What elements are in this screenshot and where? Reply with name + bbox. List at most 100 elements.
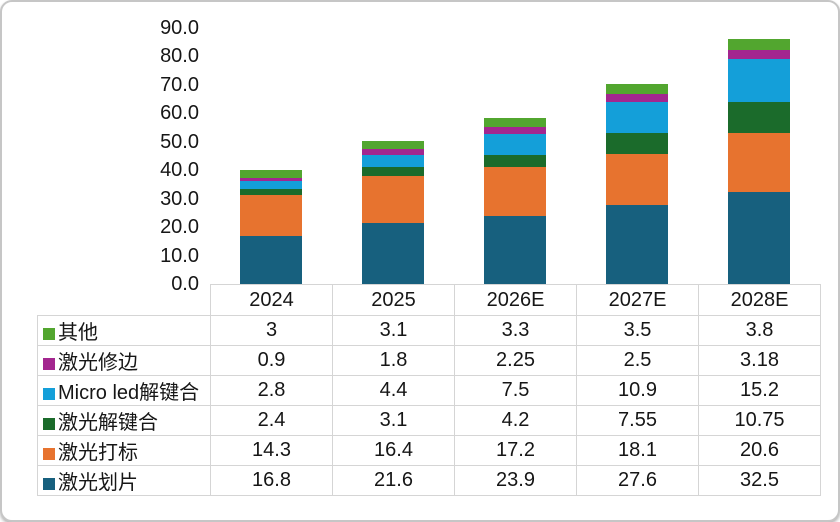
legend-cell-other: 其他 (37, 315, 211, 346)
legend-cell-laser-debonding: 激光解键合 (37, 405, 211, 436)
bar-segment-laser-trimming (362, 149, 424, 155)
value-cell: 10.75 (698, 405, 821, 436)
value-cell: 18.1 (576, 435, 699, 466)
value-cell: 3.5 (576, 315, 699, 346)
value-cell: 3.1 (332, 405, 455, 436)
bar-segment-laser-dicing (728, 191, 790, 284)
bar-segment-micro-led-debonding (606, 101, 668, 133)
bar-segment-laser-trimming (728, 50, 790, 60)
corner-cell (38, 285, 211, 316)
value-cell: 1.8 (332, 345, 455, 376)
bar-segment-laser-trimming (606, 94, 668, 102)
value-cell: 2.8 (210, 375, 333, 406)
bar-segment-laser-debonding (240, 188, 302, 196)
legend-cell-laser-trimming: 激光修边 (37, 345, 211, 376)
value-cell: 4.4 (332, 375, 455, 406)
year-header-2028E: 2028E (698, 284, 821, 316)
bar-segment-laser-debonding (484, 155, 546, 168)
bar-segment-other (362, 140, 424, 150)
table-row-laser-trimming: 激光修边 0.9 1.8 2.25 2.5 3.18 (37, 345, 821, 376)
legend-swatch-laser-dicing-icon (43, 478, 55, 490)
y-axis-tick-label: 70.0 (160, 73, 199, 96)
y-axis-tick-label: 50.0 (160, 130, 199, 153)
legend-swatch-other-icon (43, 328, 55, 340)
legend-swatch-laser-trimming-icon (43, 358, 55, 370)
legend-swatch-micro-led-debonding-icon (43, 388, 55, 400)
value-cell: 16.4 (332, 435, 455, 466)
plot-area: 0.0 10.0 20.0 30.0 40.0 50.0 60.0 70.0 80.0 90.0 (2, 2, 838, 295)
value-cell: 4.2 (454, 405, 577, 436)
year-header-2026E: 2026E (454, 284, 577, 316)
bar-stack-2027E (606, 84, 668, 284)
value-cell: 2.25 (454, 345, 577, 376)
legend-swatch-laser-debonding-icon (43, 418, 55, 430)
value-cell: 20.6 (698, 435, 821, 466)
series-label: 激光解键合 (58, 412, 158, 434)
bar-segment-laser-marking (362, 175, 424, 223)
table-row-other: 其他 3 3.1 3.3 3.5 3.8 (37, 315, 821, 346)
bar-segment-laser-dicing (362, 222, 424, 284)
bar-segment-laser-marking (240, 195, 302, 237)
table-row-laser-debonding: 激光解键合 2.4 3.1 4.2 7.55 10.75 (37, 405, 821, 436)
value-cell: 3.1 (332, 315, 455, 346)
bar-stack-2025 (362, 140, 424, 284)
bar-stack-2024 (240, 169, 302, 284)
value-cell: 21.6 (332, 465, 455, 496)
y-axis-tick-label: 40.0 (160, 159, 199, 182)
value-cell: 23.9 (454, 465, 577, 496)
bar-segment-other (240, 169, 302, 179)
bar-segment-laser-marking (484, 167, 546, 216)
value-cell: 2.5 (576, 345, 699, 376)
bar-segment-laser-marking (606, 153, 668, 206)
bar-segment-micro-led-debonding (362, 154, 424, 168)
series-label: 激光划片 (58, 472, 138, 494)
value-cell: 14.3 (210, 435, 333, 466)
bar-segment-laser-trimming (484, 127, 546, 134)
year-header-2025: 2025 (332, 284, 455, 316)
bar-segment-laser-marking (728, 132, 790, 192)
bar-segment-laser-debonding (728, 102, 790, 133)
table-row-micro-led-debonding: Micro led解键合 2.8 4.4 7.5 10.9 15.2 (37, 375, 821, 406)
bar-segment-laser-dicing (484, 215, 546, 284)
value-cell: 7.55 (576, 405, 699, 436)
value-cell: 3.3 (454, 315, 577, 346)
series-label: 激光修边 (58, 352, 138, 374)
y-axis-tick-label: 80.0 (160, 45, 199, 68)
legend-cell-micro-led-debonding: Micro led解键合 (37, 375, 211, 406)
series-label: 激光打标 (58, 442, 138, 464)
table-header-row: 2024 2025 2026E 2027E 2028E (38, 284, 821, 316)
value-cell: 7.5 (454, 375, 577, 406)
value-cell: 27.6 (576, 465, 699, 496)
y-axis-tick-label: 30.0 (160, 187, 199, 210)
bar-segment-micro-led-debonding (484, 133, 546, 156)
bar-segment-laser-dicing (240, 236, 302, 284)
legend-cell-laser-dicing: 激光划片 (37, 465, 211, 496)
value-cell: 3 (210, 315, 333, 346)
series-label: 其他 (58, 322, 98, 344)
bar-segment-micro-led-debonding (240, 180, 302, 189)
bar-segment-other (606, 84, 668, 95)
bar-segment-other (728, 39, 790, 51)
y-axis-tick-label: 90.0 (160, 17, 199, 39)
legend-swatch-laser-marking-icon (43, 448, 55, 460)
bar-stack-2028E (728, 39, 790, 284)
value-cell: 3.18 (698, 345, 821, 376)
value-cell: 3.8 (698, 315, 821, 346)
bar-segment-laser-trimming (240, 178, 302, 181)
value-cell: 17.2 (454, 435, 577, 466)
bar-segment-micro-led-debonding (728, 59, 790, 103)
y-axis-tick-label: 10.0 (160, 244, 199, 267)
value-cell: 16.8 (210, 465, 333, 496)
bar-segment-laser-dicing (606, 205, 668, 284)
bar-stack-2026E (484, 118, 546, 284)
year-header-2024: 2024 (210, 284, 333, 316)
table-row-laser-marking: 激光打标 14.3 16.4 17.2 18.1 20.6 (37, 435, 821, 466)
bar-segment-laser-debonding (362, 167, 424, 176)
year-header-2027E: 2027E (576, 284, 699, 316)
value-cell: 10.9 (576, 375, 699, 406)
value-cell: 2.4 (210, 405, 333, 436)
value-cell: 32.5 (698, 465, 821, 496)
series-label: Micro led解键合 (58, 382, 200, 404)
bar-segment-laser-debonding (606, 132, 668, 154)
